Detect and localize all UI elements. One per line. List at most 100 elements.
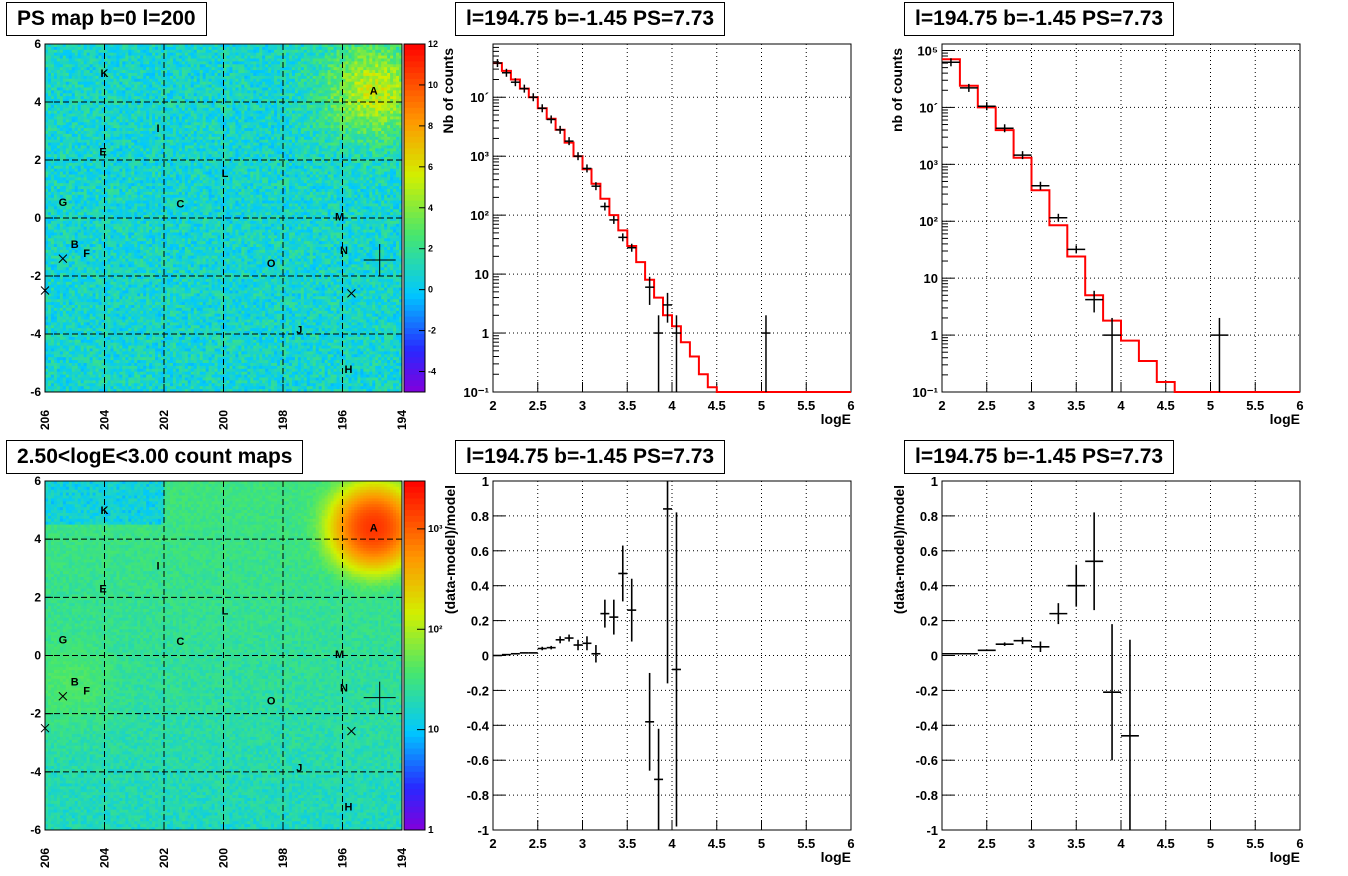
map-cell (167, 67, 170, 70)
map-cell (337, 61, 340, 64)
map-cell (256, 73, 259, 76)
map-cell (54, 61, 57, 64)
map-cell (90, 47, 93, 50)
map-cell (351, 61, 354, 64)
map-cell (215, 59, 218, 62)
map-cell (191, 53, 194, 56)
map-cell (215, 56, 218, 59)
map-cell (375, 61, 378, 64)
map-cell (360, 50, 363, 53)
map-cell (229, 61, 232, 64)
map-cell (78, 61, 81, 64)
map-cell (179, 50, 182, 53)
map-cell (357, 56, 360, 59)
map-cell (212, 67, 215, 70)
map-cell (63, 64, 66, 67)
map-cell (155, 64, 158, 67)
map-cell (188, 56, 191, 59)
map-cell (250, 61, 253, 64)
map-cell (188, 53, 191, 56)
map-cell (149, 50, 152, 53)
map-cell (75, 76, 78, 79)
map-cell (316, 67, 319, 70)
map-cell (393, 56, 396, 59)
map-cell (354, 67, 357, 70)
map-cell (271, 67, 274, 70)
map-cell (238, 50, 241, 53)
map-cell (289, 53, 292, 56)
map-cell (60, 56, 63, 59)
map-cell (241, 59, 244, 62)
map-cell (298, 53, 301, 56)
map-cell (354, 50, 357, 53)
map-cell (203, 76, 206, 79)
map-cell (72, 67, 75, 70)
map-cell (393, 64, 396, 67)
map-cell (331, 56, 334, 59)
map-cell (203, 70, 206, 73)
map-cell (105, 50, 108, 53)
map-cell (286, 64, 289, 67)
map-cell (295, 64, 298, 67)
map-cell (247, 53, 250, 56)
map-cell (316, 64, 319, 67)
map-cell (173, 76, 176, 79)
map-cell (170, 64, 173, 67)
map-cell (194, 70, 197, 73)
map-cell (354, 61, 357, 64)
map-cell (188, 64, 191, 67)
map-cell (188, 67, 191, 70)
map-cell (54, 59, 57, 62)
map-cell (185, 53, 188, 56)
map-cell (292, 59, 295, 62)
map-cell (244, 73, 247, 76)
map-cell (137, 67, 140, 70)
map-cell (107, 50, 110, 53)
map-cell (241, 53, 244, 56)
map-cell (259, 64, 262, 67)
map-cell (179, 73, 182, 76)
map-cell (319, 67, 322, 70)
map-cell (345, 70, 348, 73)
map-cell (357, 64, 360, 67)
map-cell (45, 67, 48, 70)
map-cell (250, 47, 253, 50)
map-cell (295, 47, 298, 50)
map-cell (116, 53, 119, 56)
map-cell (384, 64, 387, 67)
map-cell (232, 56, 235, 59)
map-cell (113, 73, 116, 76)
map-cell (238, 67, 241, 70)
map-cell (45, 76, 48, 79)
map-cell (262, 73, 265, 76)
map-cell (191, 61, 194, 64)
map-cell (259, 70, 262, 73)
map-cell (274, 47, 277, 50)
map-cell (119, 59, 122, 62)
map-cell (66, 64, 69, 67)
map-cell (337, 67, 340, 70)
map-cell (176, 61, 179, 64)
map-cell (167, 56, 170, 59)
map-cell (396, 64, 399, 67)
map-cell (197, 67, 200, 70)
map-cell (182, 67, 185, 70)
map-cell (131, 67, 134, 70)
map-cell (200, 56, 203, 59)
map-cell (84, 61, 87, 64)
map-cell (345, 50, 348, 53)
map-cell (146, 67, 149, 70)
map-cell (265, 73, 268, 76)
map-cell (45, 47, 48, 50)
map-cell (152, 70, 155, 73)
map-cell (387, 64, 390, 67)
map-cell (87, 47, 90, 50)
map-cell (51, 76, 54, 79)
map-cell (110, 70, 113, 73)
map-cell (191, 50, 194, 53)
map-cell (125, 50, 128, 53)
map-cell (262, 61, 265, 64)
map-cell (307, 67, 310, 70)
map-cell (84, 50, 87, 53)
map-cell (105, 59, 108, 62)
